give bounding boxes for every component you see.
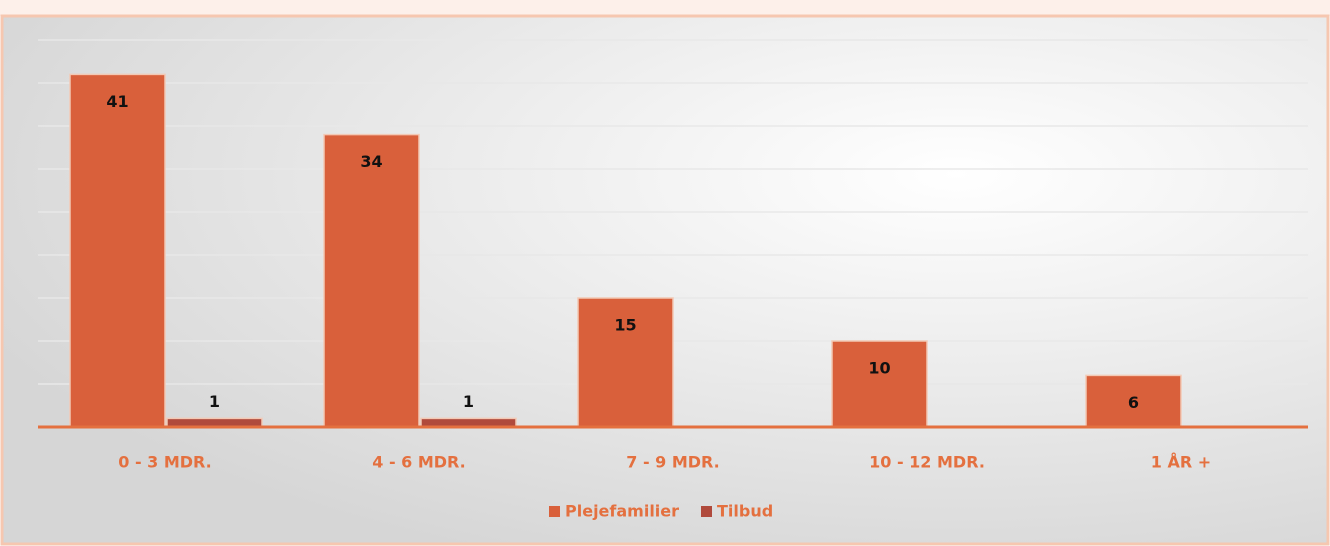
x-tick-label: 1 ÅR + bbox=[1151, 453, 1211, 472]
data-label: 34 bbox=[360, 152, 382, 171]
data-label: 15 bbox=[614, 316, 636, 335]
legend-label: Plejefamilier bbox=[565, 502, 679, 521]
bar bbox=[831, 340, 928, 428]
data-label: 41 bbox=[106, 92, 128, 111]
data-label: 10 bbox=[868, 359, 890, 378]
bar bbox=[69, 73, 166, 428]
x-tick-label: 7 - 9 MDR. bbox=[626, 453, 720, 472]
x-tick-label: 4 - 6 MDR. bbox=[372, 453, 466, 472]
data-label: 1 bbox=[209, 392, 220, 411]
data-label: 6 bbox=[1128, 393, 1139, 412]
x-tick-label: 0 - 3 MDR. bbox=[118, 453, 212, 472]
bar bbox=[323, 133, 420, 428]
legend-swatch bbox=[701, 506, 712, 517]
chart-frame bbox=[0, 14, 1330, 546]
data-label: 1 bbox=[463, 392, 474, 411]
legend-label: Tilbud bbox=[717, 502, 773, 521]
x-tick-label: 10 - 12 MDR. bbox=[869, 453, 985, 472]
legend-swatch bbox=[549, 506, 560, 517]
header-strip bbox=[0, 0, 1330, 16]
